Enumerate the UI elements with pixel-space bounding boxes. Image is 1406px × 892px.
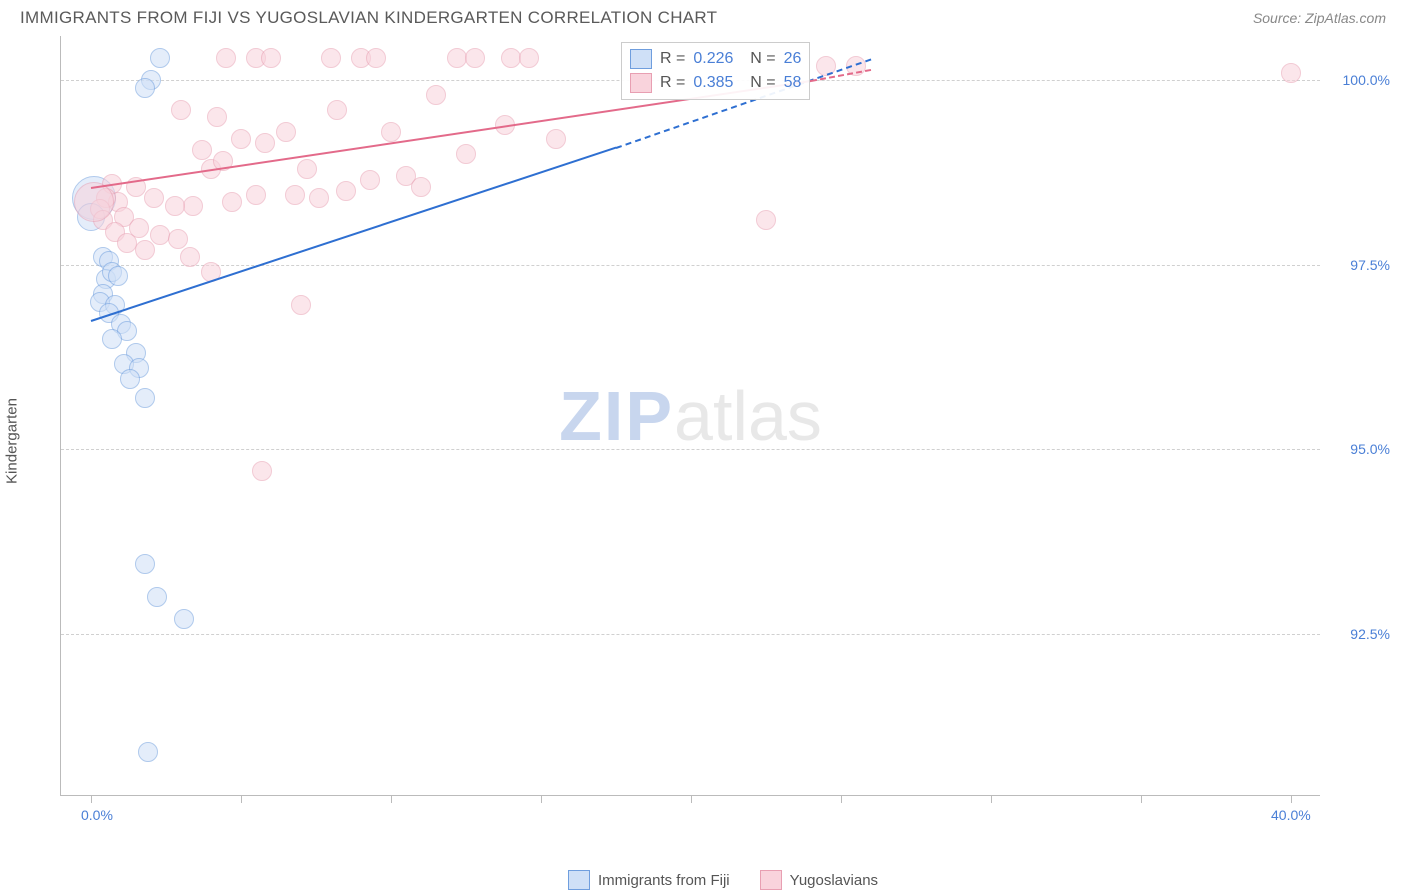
y-tick-label: 92.5% bbox=[1330, 626, 1390, 642]
y-tick-label: 95.0% bbox=[1330, 441, 1390, 457]
data-point-yugo bbox=[180, 247, 200, 267]
data-point-yugo bbox=[165, 196, 185, 216]
data-point-yugo bbox=[336, 181, 356, 201]
source-prefix: Source: bbox=[1253, 10, 1305, 26]
data-point-yugo bbox=[255, 133, 275, 153]
data-point-yugo bbox=[207, 107, 227, 127]
data-point-yugo bbox=[222, 192, 242, 212]
data-point-yugo bbox=[1281, 63, 1301, 83]
data-point-yugo bbox=[447, 48, 467, 68]
data-point-yugo bbox=[456, 144, 476, 164]
data-point-fiji bbox=[174, 609, 194, 629]
data-point-fiji bbox=[102, 329, 122, 349]
x-tick bbox=[391, 795, 392, 803]
legend-swatch bbox=[568, 870, 590, 890]
data-point-fiji bbox=[147, 587, 167, 607]
data-point-yugo bbox=[276, 122, 296, 142]
y-tick-label: 100.0% bbox=[1330, 72, 1390, 88]
stat-n-value: 26 bbox=[784, 50, 802, 68]
stat-n-value: 58 bbox=[784, 74, 802, 92]
stat-label: R = bbox=[660, 50, 685, 68]
watermark-atlas: atlas bbox=[674, 377, 822, 455]
data-point-fiji bbox=[108, 266, 128, 286]
bottom-legend: Immigrants from Fiji Yugoslavians bbox=[60, 870, 1386, 890]
chart-source: Source: ZipAtlas.com bbox=[1253, 10, 1386, 26]
data-point-yugo bbox=[216, 48, 236, 68]
data-point-yugo bbox=[171, 100, 191, 120]
data-point-fiji bbox=[120, 369, 140, 389]
data-point-yugo bbox=[144, 188, 164, 208]
stat-label: R = bbox=[660, 74, 685, 92]
x-tick bbox=[991, 795, 992, 803]
data-point-yugo bbox=[519, 48, 539, 68]
data-point-yugo bbox=[192, 140, 212, 160]
data-point-yugo bbox=[360, 170, 380, 190]
stats-row-fiji: R = 0.226 N = 26 bbox=[628, 47, 803, 71]
data-point-yugo bbox=[381, 122, 401, 142]
data-point-yugo bbox=[246, 185, 266, 205]
chart-container: Kindergarten ZIPatlas 92.5%95.0%97.5%100… bbox=[60, 36, 1386, 846]
x-tick bbox=[691, 795, 692, 803]
x-tick bbox=[241, 795, 242, 803]
data-point-yugo bbox=[168, 229, 188, 249]
watermark-zip: ZIP bbox=[559, 377, 674, 455]
data-point-yugo bbox=[231, 129, 251, 149]
data-point-fiji bbox=[135, 388, 155, 408]
data-point-fiji bbox=[135, 554, 155, 574]
data-point-yugo bbox=[252, 461, 272, 481]
watermark: ZIPatlas bbox=[559, 376, 822, 456]
stats-row-yugo: R = 0.385 N = 58 bbox=[628, 71, 803, 95]
legend-item-yugo: Yugoslavians bbox=[760, 870, 878, 890]
x-tick-label-min: 0.0% bbox=[81, 807, 113, 823]
chart-header: IMMIGRANTS FROM FIJI VS YUGOSLAVIAN KIND… bbox=[0, 0, 1406, 28]
gridline bbox=[61, 265, 1320, 266]
legend-swatch bbox=[630, 73, 652, 93]
data-point-yugo bbox=[546, 129, 566, 149]
legend-swatch bbox=[760, 870, 782, 890]
data-point-fiji bbox=[135, 78, 155, 98]
stat-label: N = bbox=[741, 50, 775, 68]
data-point-yugo bbox=[366, 48, 386, 68]
x-tick bbox=[1291, 795, 1292, 803]
gridline bbox=[61, 634, 1320, 635]
data-point-yugo bbox=[756, 210, 776, 230]
x-tick bbox=[841, 795, 842, 803]
data-point-yugo bbox=[150, 225, 170, 245]
data-point-yugo bbox=[411, 177, 431, 197]
x-tick-label-max: 40.0% bbox=[1271, 807, 1311, 823]
gridline bbox=[61, 449, 1320, 450]
x-tick bbox=[1141, 795, 1142, 803]
data-point-yugo bbox=[327, 100, 347, 120]
legend-label: Yugoslavians bbox=[790, 872, 878, 889]
legend-swatch bbox=[630, 49, 652, 69]
data-point-yugo bbox=[465, 48, 485, 68]
stat-label: N = bbox=[741, 74, 775, 92]
data-point-yugo bbox=[501, 48, 521, 68]
data-point-yugo bbox=[285, 185, 305, 205]
source-name: ZipAtlas.com bbox=[1305, 10, 1386, 26]
chart-title: IMMIGRANTS FROM FIJI VS YUGOSLAVIAN KIND… bbox=[20, 8, 717, 28]
data-point-yugo bbox=[297, 159, 317, 179]
stat-r-value: 0.385 bbox=[693, 74, 733, 92]
x-tick bbox=[91, 795, 92, 803]
legend-item-fiji: Immigrants from Fiji bbox=[568, 870, 730, 890]
data-point-yugo bbox=[135, 240, 155, 260]
stats-legend-box: R = 0.226 N = 26R = 0.385 N = 58 bbox=[621, 42, 810, 100]
data-point-yugo bbox=[426, 85, 446, 105]
legend-label: Immigrants from Fiji bbox=[598, 872, 730, 889]
data-point-yugo bbox=[261, 48, 281, 68]
data-point-yugo bbox=[309, 188, 329, 208]
plot-area: ZIPatlas 92.5%95.0%97.5%100.0%0.0%40.0%R… bbox=[60, 36, 1320, 796]
data-point-yugo bbox=[183, 196, 203, 216]
y-tick-label: 97.5% bbox=[1330, 257, 1390, 273]
y-axis-label: Kindergarten bbox=[4, 398, 21, 484]
data-point-fiji bbox=[138, 742, 158, 762]
data-point-fiji bbox=[150, 48, 170, 68]
stat-r-value: 0.226 bbox=[693, 50, 733, 68]
data-point-yugo bbox=[291, 295, 311, 315]
data-point-yugo bbox=[321, 48, 341, 68]
data-point-yugo bbox=[117, 233, 137, 253]
x-tick bbox=[541, 795, 542, 803]
